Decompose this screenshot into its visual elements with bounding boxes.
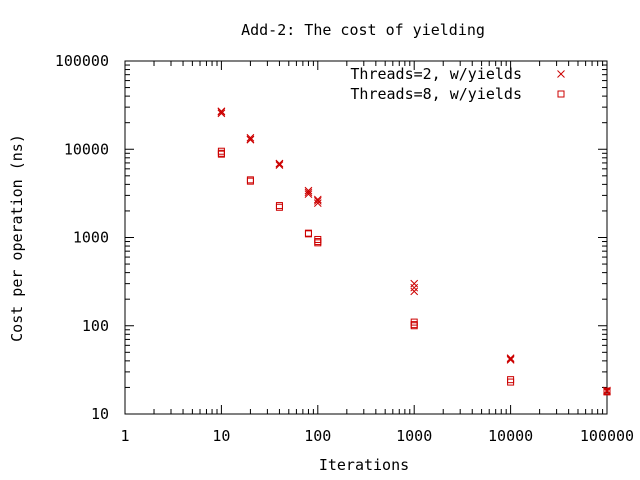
data-point-series-1: [506, 356, 515, 364]
x-axis: 1 10 100 1000 10000 100000: [120, 61, 634, 445]
plot-frame: [124, 60, 608, 415]
legend-marker: [557, 90, 565, 98]
data-point-series-1: [313, 199, 322, 208]
x-tick-label: 1000: [396, 427, 432, 445]
data-points: [217, 107, 611, 396]
data-point-series-1: [313, 195, 322, 204]
data-point-series-1: [410, 287, 419, 296]
y-tick-label: 100: [82, 317, 109, 335]
data-point-series-1: [506, 355, 515, 363]
x-tick-label: 10: [212, 427, 230, 445]
legend: Threads=2, w/yields Threads=8, w/yields: [350, 65, 565, 103]
data-point-series-2: [410, 322, 418, 330]
x-tick-label: 10000: [488, 427, 533, 445]
data-point-series-1: [304, 188, 313, 197]
data-point-series-1: [410, 283, 419, 292]
data-point-series-2: [603, 388, 611, 396]
data-point-series-2: [507, 376, 515, 384]
data-point-series-1: [313, 197, 322, 205]
legend-label: Threads=2, w/yields: [350, 65, 522, 83]
data-point-series-1: [410, 279, 419, 288]
data-point-series-1: [217, 108, 226, 116]
y-tick-label: 100000: [55, 52, 109, 70]
x-tick-label: 1: [120, 427, 129, 445]
x-tick-label: 100000: [580, 427, 634, 445]
y-tick-label: 1000: [73, 229, 109, 247]
data-point-series-2: [217, 150, 225, 158]
y-tick-label: 10000: [64, 140, 109, 158]
legend-label: Threads=8, w/yields: [350, 85, 522, 103]
y-axis-label: Cost per operation (ns): [8, 134, 26, 342]
data-point-series-1: [246, 133, 255, 142]
data-point-series-1: [275, 160, 284, 168]
y-tick-label: 10: [91, 405, 109, 423]
data-point-series-2: [275, 202, 283, 210]
data-point-series-1: [304, 190, 313, 198]
data-point-series-2: [314, 239, 322, 247]
x-tick-label: 100: [304, 427, 331, 445]
data-point-series-1: [217, 107, 226, 116]
data-point-series-1: [506, 354, 515, 362]
legend-marker: [557, 70, 565, 78]
x-axis-label: Iterations: [319, 456, 409, 474]
data-point-series-1: [246, 135, 255, 144]
data-point-series-2: [246, 177, 254, 185]
data-point-series-1: [275, 161, 284, 170]
chart-title: Add-2: The cost of yielding: [241, 21, 485, 39]
data-point-series-1: [304, 186, 313, 195]
data-point-series-2: [275, 203, 283, 211]
data-point-series-1: [217, 109, 226, 118]
y-axis: 10 100 1000 10000 100000: [55, 52, 607, 423]
data-point-series-2: [507, 378, 515, 386]
data-point-series-2: [304, 230, 312, 238]
